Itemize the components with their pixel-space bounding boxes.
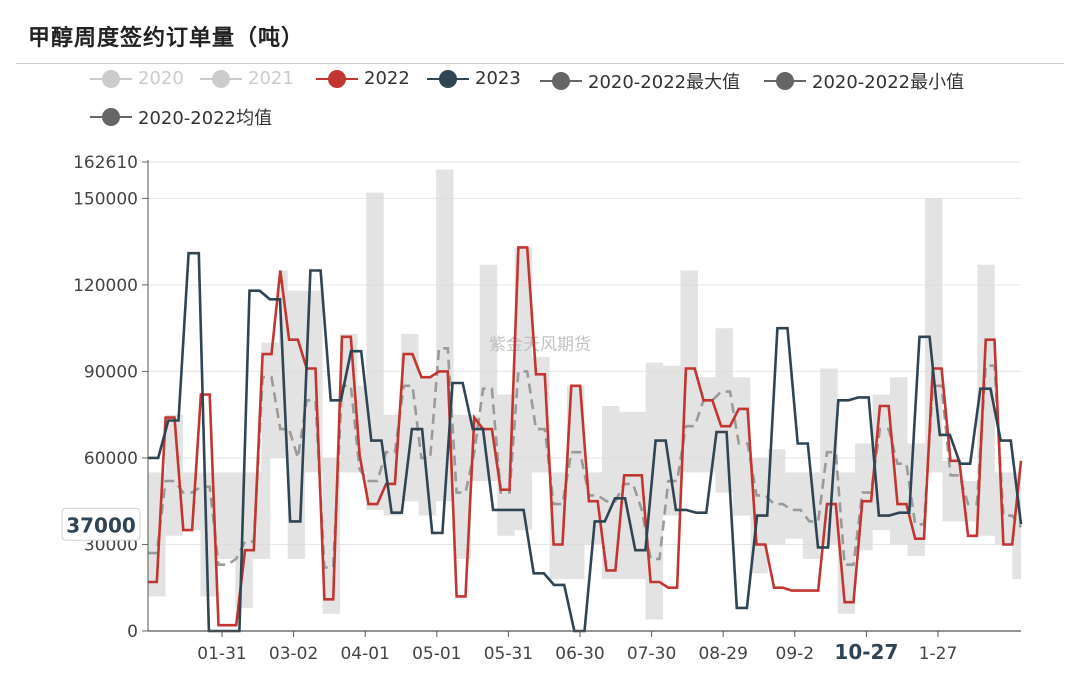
x-tick-label: 06-30: [555, 644, 604, 664]
legend-item-mean[interactable]: 2020-2022均值: [90, 104, 272, 130]
x-tick-label: 09-2: [776, 644, 815, 664]
legend-label: 2020-2022均值: [138, 108, 273, 129]
x-tick-label: 01-31: [197, 644, 246, 664]
title-divider: [16, 63, 1064, 64]
legend-label: 2020-2022最大值: [588, 72, 741, 93]
legend-symbol-icon: [316, 69, 358, 89]
x-tick-label: 1-27: [919, 644, 958, 664]
x-tick-label: 04-01: [340, 644, 389, 664]
watermark: 紫金天风期货: [489, 335, 591, 355]
legend-item-2021[interactable]: 2021: [200, 68, 294, 89]
legend-item-2023[interactable]: 2023: [427, 68, 521, 89]
x-tick-label: 05-31: [484, 644, 533, 664]
min-max-band: [148, 169, 1021, 620]
x-tick-label: 07-30: [627, 644, 676, 664]
y-tick-label: 0: [127, 622, 138, 642]
y-tick-label: 150000: [73, 189, 138, 209]
pointer-label: 37000: [66, 513, 136, 537]
legend-label: 2022: [364, 68, 410, 89]
series-line-2022: [148, 246, 1023, 627]
legend-symbol-icon: [90, 69, 132, 89]
y-tick-label: 60000: [84, 449, 138, 469]
x-tick-label: 05-01: [412, 644, 461, 664]
y-tick-label: 90000: [84, 362, 138, 382]
x-tick-label: 03-02: [269, 644, 318, 664]
legend-label: 2021: [248, 68, 294, 89]
x-tick-label: 10-27: [834, 640, 898, 664]
legend-label: 2023: [475, 68, 521, 89]
legend-symbol-icon: [540, 71, 582, 91]
legend-label: 2020: [138, 68, 184, 89]
legend-item-2020[interactable]: 2020: [90, 68, 184, 89]
chart-title: 甲醇周度签约订单量（吨）: [28, 26, 305, 51]
legend-item-2022[interactable]: 2022: [316, 68, 410, 89]
x-tick-label: 08-29: [698, 644, 747, 664]
legend-symbol-icon: [427, 69, 469, 89]
y-tick-label: 120000: [73, 276, 138, 296]
legend-symbol-icon: [90, 107, 132, 127]
legend-item-min[interactable]: 2020-2022最小值: [764, 68, 964, 94]
legend-symbol-icon: [200, 69, 242, 89]
legend-item-max[interactable]: 2020-2022最大值: [540, 68, 740, 94]
y-tick-label: 162610: [73, 153, 138, 173]
pointer-label-box: [61, 507, 141, 541]
legend-symbol-icon: [764, 71, 806, 91]
legend-label: 2020-2022最小值: [812, 72, 965, 93]
